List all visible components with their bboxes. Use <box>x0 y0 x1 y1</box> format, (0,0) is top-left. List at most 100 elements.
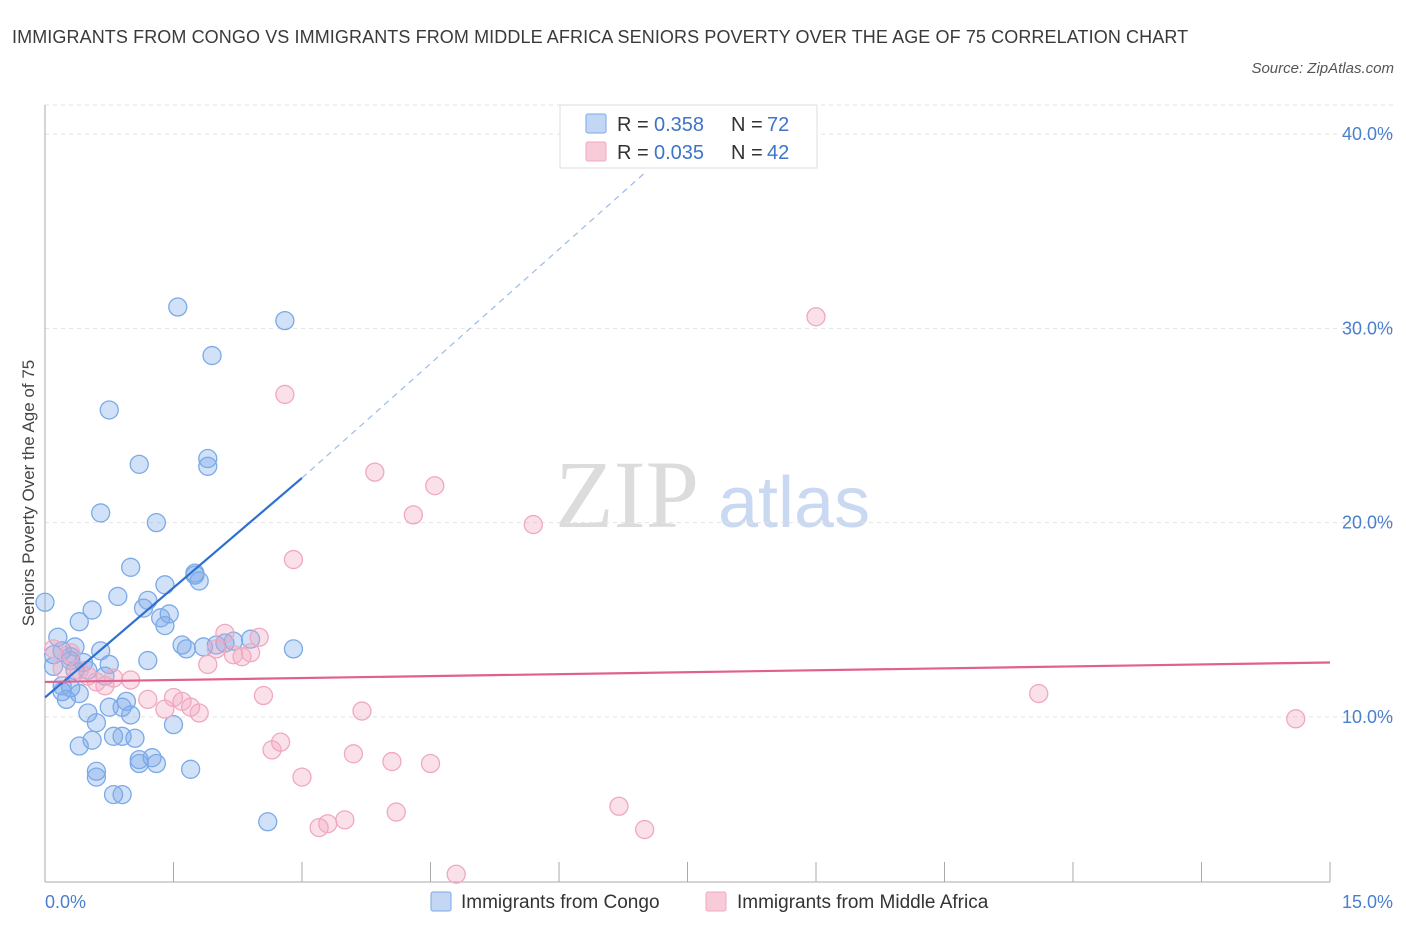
y-tick-label: 20.0% <box>1342 513 1393 533</box>
middle-africa-point <box>43 639 64 659</box>
congo-point <box>82 600 102 620</box>
congo-point <box>202 345 222 366</box>
middle-africa-point <box>446 864 466 884</box>
congo-point <box>86 761 107 781</box>
congo-point <box>99 400 119 420</box>
middle-africa-trend-line <box>44 661 1331 684</box>
congo-point <box>283 639 304 659</box>
y-axis-label: Seniors Poverty Over the Age of 75 <box>19 360 38 626</box>
congo-point <box>121 557 141 577</box>
chart-title: IMMIGRANTS FROM CONGO VS IMMIGRANTS FROM… <box>12 27 1189 47</box>
legend-n-label-2: N = <box>731 142 763 164</box>
series-swatch-congo <box>430 891 452 912</box>
legend-r-label-2: R = <box>617 142 649 164</box>
middle-africa-point <box>403 505 424 525</box>
congo-point <box>86 767 107 787</box>
watermark-atlas: atlas <box>718 463 870 543</box>
middle-africa-point <box>420 753 441 774</box>
congo-point <box>146 512 167 533</box>
congo-point <box>138 590 158 610</box>
congo-point <box>69 683 89 704</box>
congo-point <box>198 448 218 469</box>
congo-point <box>180 759 201 779</box>
data-points <box>35 297 1306 884</box>
middle-africa-point <box>635 819 655 840</box>
congo-trend-extension <box>301 172 646 479</box>
legend-r-label-1: R = <box>617 114 649 136</box>
congo-point <box>112 784 132 805</box>
legend-r-value-2: 0.035 <box>654 142 704 164</box>
y-tick-label: 40.0% <box>1342 124 1393 144</box>
middle-africa-point <box>806 307 826 327</box>
correlation-legend: R = 0.358 N = 72 R = 0.035 N = 42 <box>559 104 818 169</box>
middle-africa-point <box>352 701 372 721</box>
grid-lines <box>45 104 1393 718</box>
source-label: Source: ZipAtlas.com <box>1251 60 1394 77</box>
middle-africa-point <box>253 685 274 706</box>
middle-africa-point <box>1286 709 1306 729</box>
congo-point <box>35 592 55 612</box>
middle-africa-point <box>382 751 402 772</box>
x-tick-label-max: 15.0% <box>1342 892 1393 912</box>
middle-africa-point <box>249 627 269 647</box>
congo-point <box>155 575 175 595</box>
watermark-zip: ZIP <box>555 441 699 548</box>
series-label-congo: Immigrants from Congo <box>461 892 660 913</box>
series-label-middle-africa: Immigrants from Middle Africa <box>737 892 989 913</box>
middle-africa-point <box>215 623 235 644</box>
congo-point <box>129 454 149 475</box>
congo-point <box>146 753 167 774</box>
congo-point <box>125 728 145 748</box>
middle-africa-point <box>198 654 218 675</box>
congo-point <box>155 615 175 636</box>
legend-n-value-2: 42 <box>767 142 789 164</box>
congo-point <box>121 705 141 725</box>
middle-africa-point <box>283 549 304 570</box>
middle-africa-point <box>138 689 158 710</box>
middle-africa-point <box>523 514 543 535</box>
series-legend: Immigrants from Congo Immigrants from Mi… <box>430 891 989 913</box>
middle-africa-point <box>318 814 338 834</box>
legend-r-value-1: 0.358 <box>654 114 704 136</box>
x-ticks <box>173 862 1331 882</box>
congo-point <box>258 812 278 832</box>
trend-lines <box>44 172 1331 699</box>
congo-point <box>176 639 197 659</box>
middle-africa-point <box>275 384 295 405</box>
congo-point <box>275 310 295 331</box>
middle-africa-point <box>240 643 261 663</box>
middle-africa-point <box>189 703 209 723</box>
y-tick-label: 10.0% <box>1342 707 1393 727</box>
legend-swatch-congo <box>585 113 607 134</box>
middle-africa-point <box>1029 683 1049 704</box>
congo-point <box>69 612 89 632</box>
congo-point <box>82 730 102 750</box>
legend-swatch-middle-africa <box>585 141 607 162</box>
middle-africa-point <box>425 476 445 496</box>
middle-africa-point <box>52 658 72 678</box>
congo-point <box>108 586 128 607</box>
series-swatch-middle-africa <box>705 891 727 912</box>
congo-point <box>189 571 209 591</box>
x-tick-label-min: 0.0% <box>45 892 86 912</box>
middle-africa-point <box>61 643 81 663</box>
congo-point <box>159 604 179 624</box>
middle-africa-point <box>292 767 312 787</box>
middle-africa-point <box>206 639 226 659</box>
congo-point <box>91 503 111 523</box>
congo-point <box>163 715 184 735</box>
middle-africa-point <box>103 668 124 688</box>
middle-africa-point <box>270 732 291 752</box>
congo-point <box>86 713 107 733</box>
legend-n-value-1: 72 <box>767 114 789 136</box>
congo-point <box>168 297 188 317</box>
legend-n-label-1: N = <box>731 114 763 136</box>
middle-africa-point <box>609 796 629 816</box>
congo-trend-line <box>44 477 303 699</box>
middle-africa-point <box>365 462 385 482</box>
middle-africa-point <box>386 802 406 822</box>
middle-africa-point <box>343 744 364 764</box>
y-tick-label: 30.0% <box>1342 318 1393 338</box>
middle-africa-point <box>335 810 355 830</box>
